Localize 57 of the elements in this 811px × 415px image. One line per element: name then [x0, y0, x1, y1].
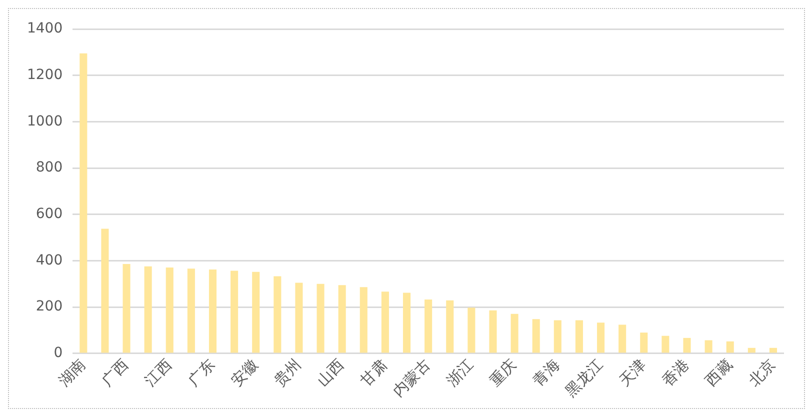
y-tick-label: 400 [36, 252, 63, 268]
bar [683, 338, 691, 353]
x-tick-label: 广东 [184, 356, 218, 390]
x-tick-label: 香港 [658, 356, 693, 390]
x-tick-label: 贵州 [270, 356, 305, 390]
bar [468, 308, 476, 353]
x-tick-label: 青海 [529, 356, 564, 390]
x-tick-label: 浙江 [443, 356, 478, 390]
x-tick-label: 黑龙江 [562, 356, 606, 400]
bar [554, 320, 562, 353]
x-tick-label: 江西 [141, 356, 176, 390]
bar [748, 348, 756, 353]
bar [274, 276, 282, 353]
bar [338, 285, 346, 353]
y-tick-label: 1000 [26, 113, 63, 130]
y-tick-label: 1400 [26, 20, 63, 37]
bar [424, 299, 432, 353]
bar [252, 272, 260, 353]
x-tick-label: 西藏 [702, 356, 736, 390]
bar [144, 266, 152, 353]
bar [726, 341, 734, 353]
bar [618, 324, 626, 353]
y-tick-label: 600 [36, 206, 63, 222]
bar [230, 270, 238, 353]
x-tick-label: 天津 [616, 356, 650, 390]
x-tick-label: 安徽 [228, 356, 262, 390]
y-tick-label: 1200 [26, 66, 63, 83]
x-tick-label: 内蒙古 [389, 356, 434, 400]
bar [769, 348, 777, 353]
bar [122, 264, 130, 353]
y-tick-label: 200 [36, 298, 63, 315]
x-tick-label: 广西 [98, 356, 132, 390]
y-tick-label: 0 [54, 345, 63, 362]
bar [381, 292, 389, 353]
x-tick-label: 甘肃 [356, 356, 391, 390]
bar [532, 319, 540, 353]
bar [662, 336, 670, 353]
bar [402, 292, 411, 353]
bar [295, 282, 303, 353]
bar [575, 320, 583, 353]
bar [187, 268, 195, 353]
bar [640, 332, 648, 353]
x-tick-label: 山西 [314, 356, 348, 390]
bar [489, 310, 497, 353]
bar [596, 322, 605, 353]
bar [704, 340, 712, 353]
x-tick-label: 重庆 [486, 356, 520, 390]
bar [166, 267, 174, 353]
bar [510, 314, 518, 353]
bar [80, 53, 88, 353]
bar [101, 228, 109, 353]
bar [208, 270, 217, 353]
x-tick-label: 北京 [744, 356, 779, 390]
bar [360, 287, 368, 353]
bar [316, 284, 324, 353]
y-tick-label: 800 [36, 160, 63, 176]
bar [446, 300, 454, 353]
